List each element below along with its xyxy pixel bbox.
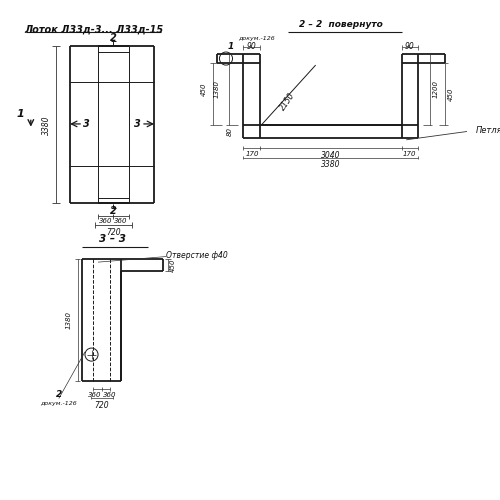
Text: 2: 2 (110, 33, 117, 43)
Text: докум.-126: докум.-126 (40, 400, 77, 406)
Text: 3040: 3040 (321, 151, 340, 160)
Text: 720: 720 (94, 402, 109, 410)
Text: 3380: 3380 (42, 115, 51, 134)
Text: 90: 90 (246, 42, 256, 51)
Text: 3 – 3: 3 – 3 (98, 234, 126, 244)
Text: Петля: Петля (476, 126, 500, 135)
Text: 2: 2 (56, 390, 62, 399)
Text: 360: 360 (114, 218, 128, 224)
Text: 1: 1 (16, 108, 24, 118)
Text: 450: 450 (170, 258, 176, 272)
Text: 90: 90 (405, 42, 415, 51)
Text: 170: 170 (402, 151, 416, 157)
Text: 360: 360 (88, 392, 101, 398)
Text: 3: 3 (84, 119, 90, 129)
Text: докум.-126: докум.-126 (238, 36, 275, 42)
Text: 1200: 1200 (432, 80, 438, 98)
Text: Лоток Л33д-3... Л33д-15: Лоток Л33д-3... Л33д-15 (24, 24, 163, 34)
Text: 1: 1 (228, 42, 234, 51)
Text: 170: 170 (246, 151, 259, 157)
Text: 720: 720 (106, 228, 121, 236)
Text: 80: 80 (226, 127, 232, 136)
Text: 3380: 3380 (321, 160, 340, 170)
Text: 1380: 1380 (65, 311, 71, 329)
Text: 360: 360 (102, 392, 116, 398)
Text: Отверстие ф40: Отверстие ф40 (166, 251, 228, 260)
Text: 450: 450 (200, 82, 206, 96)
Text: 450: 450 (448, 88, 454, 101)
Text: 3: 3 (134, 119, 140, 129)
Text: 2150: 2150 (278, 91, 297, 112)
Text: 1380: 1380 (214, 80, 220, 98)
Text: 2 – 2  повернуто: 2 – 2 повернуто (299, 20, 382, 28)
Text: 2: 2 (110, 206, 117, 216)
Text: 360: 360 (99, 218, 112, 224)
